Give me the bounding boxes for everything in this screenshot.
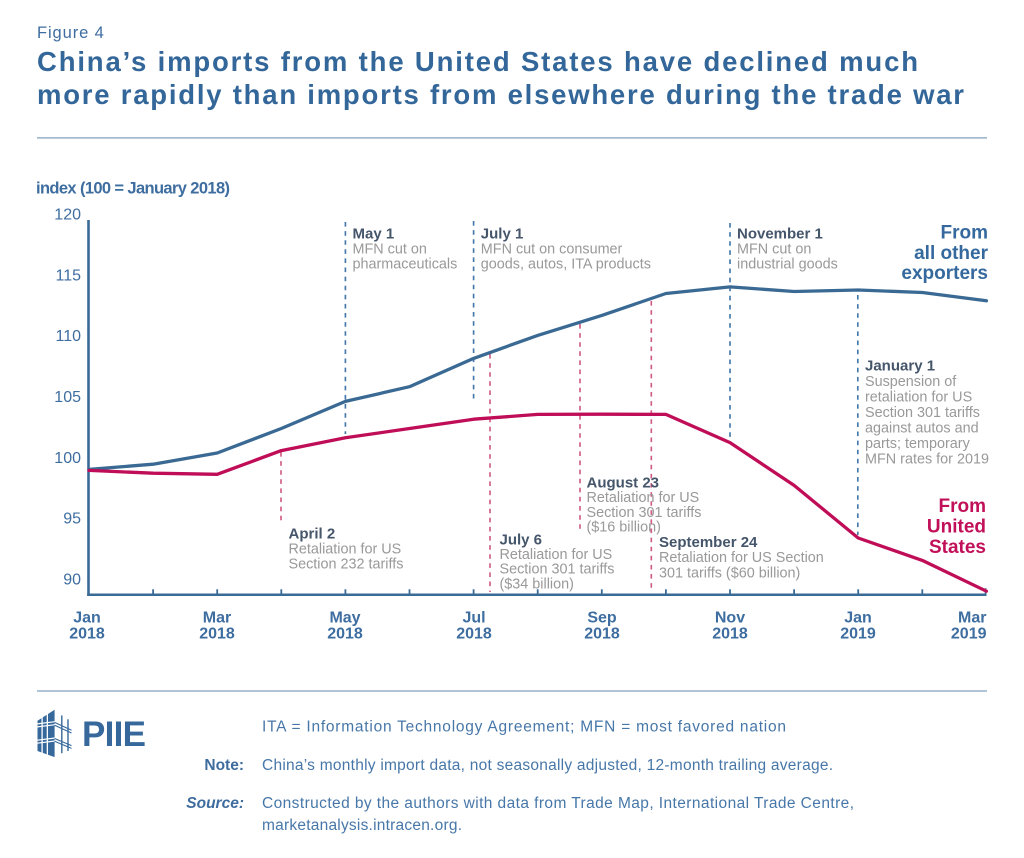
svg-text:Suspension of: Suspension of xyxy=(865,374,957,390)
svg-text:more rapidly than imports from: more rapidly than imports from elsewhere… xyxy=(37,79,964,110)
svg-text:2018: 2018 xyxy=(456,625,492,642)
svg-text:2018: 2018 xyxy=(327,625,363,642)
svg-text:November 1: November 1 xyxy=(737,225,823,242)
svg-text:301 tariffs ($60 billion): 301 tariffs ($60 billion) xyxy=(659,565,800,581)
svg-text:January 1: January 1 xyxy=(865,358,935,375)
svg-text:China’s imports from the Unite: China’s imports from the United States h… xyxy=(37,46,918,77)
svg-text:120: 120 xyxy=(54,207,81,224)
svg-text:Source:: Source: xyxy=(186,795,244,812)
svg-text:Note:: Note: xyxy=(204,757,244,774)
svg-text:Mar: Mar xyxy=(203,609,231,626)
svg-text:MFN rates for 2019: MFN rates for 2019 xyxy=(865,452,989,468)
svg-text:MFN cut on: MFN cut on xyxy=(737,242,811,258)
svg-text:August 23: August 23 xyxy=(587,475,660,492)
svg-text:July 1: July 1 xyxy=(481,225,524,242)
svg-text:all other: all other xyxy=(914,243,989,264)
svg-text:PIIE: PIIE xyxy=(82,715,146,754)
svg-text:industrial goods: industrial goods xyxy=(737,257,838,273)
svg-text:exporters: exporters xyxy=(901,263,988,284)
svg-text:MFN cut on: MFN cut on xyxy=(353,242,427,258)
svg-text:September 24: September 24 xyxy=(659,534,758,551)
svg-text:($16 billion): ($16 billion) xyxy=(587,520,661,536)
svg-text:May 1: May 1 xyxy=(353,225,395,242)
svg-text:Sep: Sep xyxy=(587,609,617,626)
svg-text:Nov: Nov xyxy=(715,609,745,626)
svg-text:2018: 2018 xyxy=(69,625,105,642)
svg-text:Retaliation for US: Retaliation for US xyxy=(289,542,402,558)
svg-text:April 2: April 2 xyxy=(289,525,336,542)
svg-text:90: 90 xyxy=(63,572,81,589)
svg-text:Figure 4: Figure 4 xyxy=(37,24,105,42)
svg-text:From: From xyxy=(939,496,987,517)
svg-text:Jul: Jul xyxy=(462,609,485,626)
svg-text:ITA = Information Technology A: ITA = Information Technology Agreement; … xyxy=(262,719,786,736)
svg-text:Retaliation for US: Retaliation for US xyxy=(500,547,613,563)
svg-text:2018: 2018 xyxy=(199,625,235,642)
svg-text:2018: 2018 xyxy=(584,625,620,642)
svg-text:Retaliation for US: Retaliation for US xyxy=(587,490,700,506)
svg-text:100: 100 xyxy=(54,450,81,467)
svg-text:Retaliation for US Section: Retaliation for US Section xyxy=(659,550,824,566)
svg-text:105: 105 xyxy=(54,389,81,406)
svg-text:Jan: Jan xyxy=(73,609,101,626)
svg-text:From: From xyxy=(941,223,989,244)
svg-text:2018: 2018 xyxy=(712,625,748,642)
svg-text:Constructed by the authors wit: Constructed by the authors with data fro… xyxy=(262,795,854,812)
svg-text:2019: 2019 xyxy=(840,625,876,642)
svg-text:United: United xyxy=(927,516,986,537)
svg-text:index (100 = January 2018): index (100 = January 2018) xyxy=(36,180,230,198)
svg-text:retaliation for US: retaliation for US xyxy=(865,390,972,406)
svg-text:goods, autos, ITA products: goods, autos, ITA products xyxy=(481,257,651,273)
svg-text:parts; temporary: parts; temporary xyxy=(865,436,971,452)
svg-text:pharmaceuticals: pharmaceuticals xyxy=(353,257,458,273)
svg-text:States: States xyxy=(929,537,986,558)
svg-text:Section 301 tariffs: Section 301 tariffs xyxy=(500,562,615,578)
svg-text:against autos and: against autos and xyxy=(865,421,979,437)
svg-text:Section 301 tariffs: Section 301 tariffs xyxy=(587,505,702,521)
svg-text:marketanalysis.intracen.org.: marketanalysis.intracen.org. xyxy=(262,817,462,834)
svg-text:($34 billion): ($34 billion) xyxy=(500,576,574,592)
svg-text:MFN cut on consumer: MFN cut on consumer xyxy=(481,242,623,258)
svg-text:Section 301 tariffs: Section 301 tariffs xyxy=(865,405,980,421)
svg-text:110: 110 xyxy=(55,328,81,345)
svg-text:China’s monthly import data, n: China’s monthly import data, not seasona… xyxy=(262,757,833,774)
svg-text:July 6: July 6 xyxy=(500,531,543,548)
svg-text:Section 232 tariffs: Section 232 tariffs xyxy=(289,557,404,573)
svg-text:95: 95 xyxy=(63,511,81,528)
svg-text:May: May xyxy=(329,609,360,626)
svg-text:Mar: Mar xyxy=(958,609,986,626)
svg-text:2019: 2019 xyxy=(951,625,987,642)
svg-text:Jan: Jan xyxy=(844,609,872,626)
svg-text:115: 115 xyxy=(55,267,81,284)
